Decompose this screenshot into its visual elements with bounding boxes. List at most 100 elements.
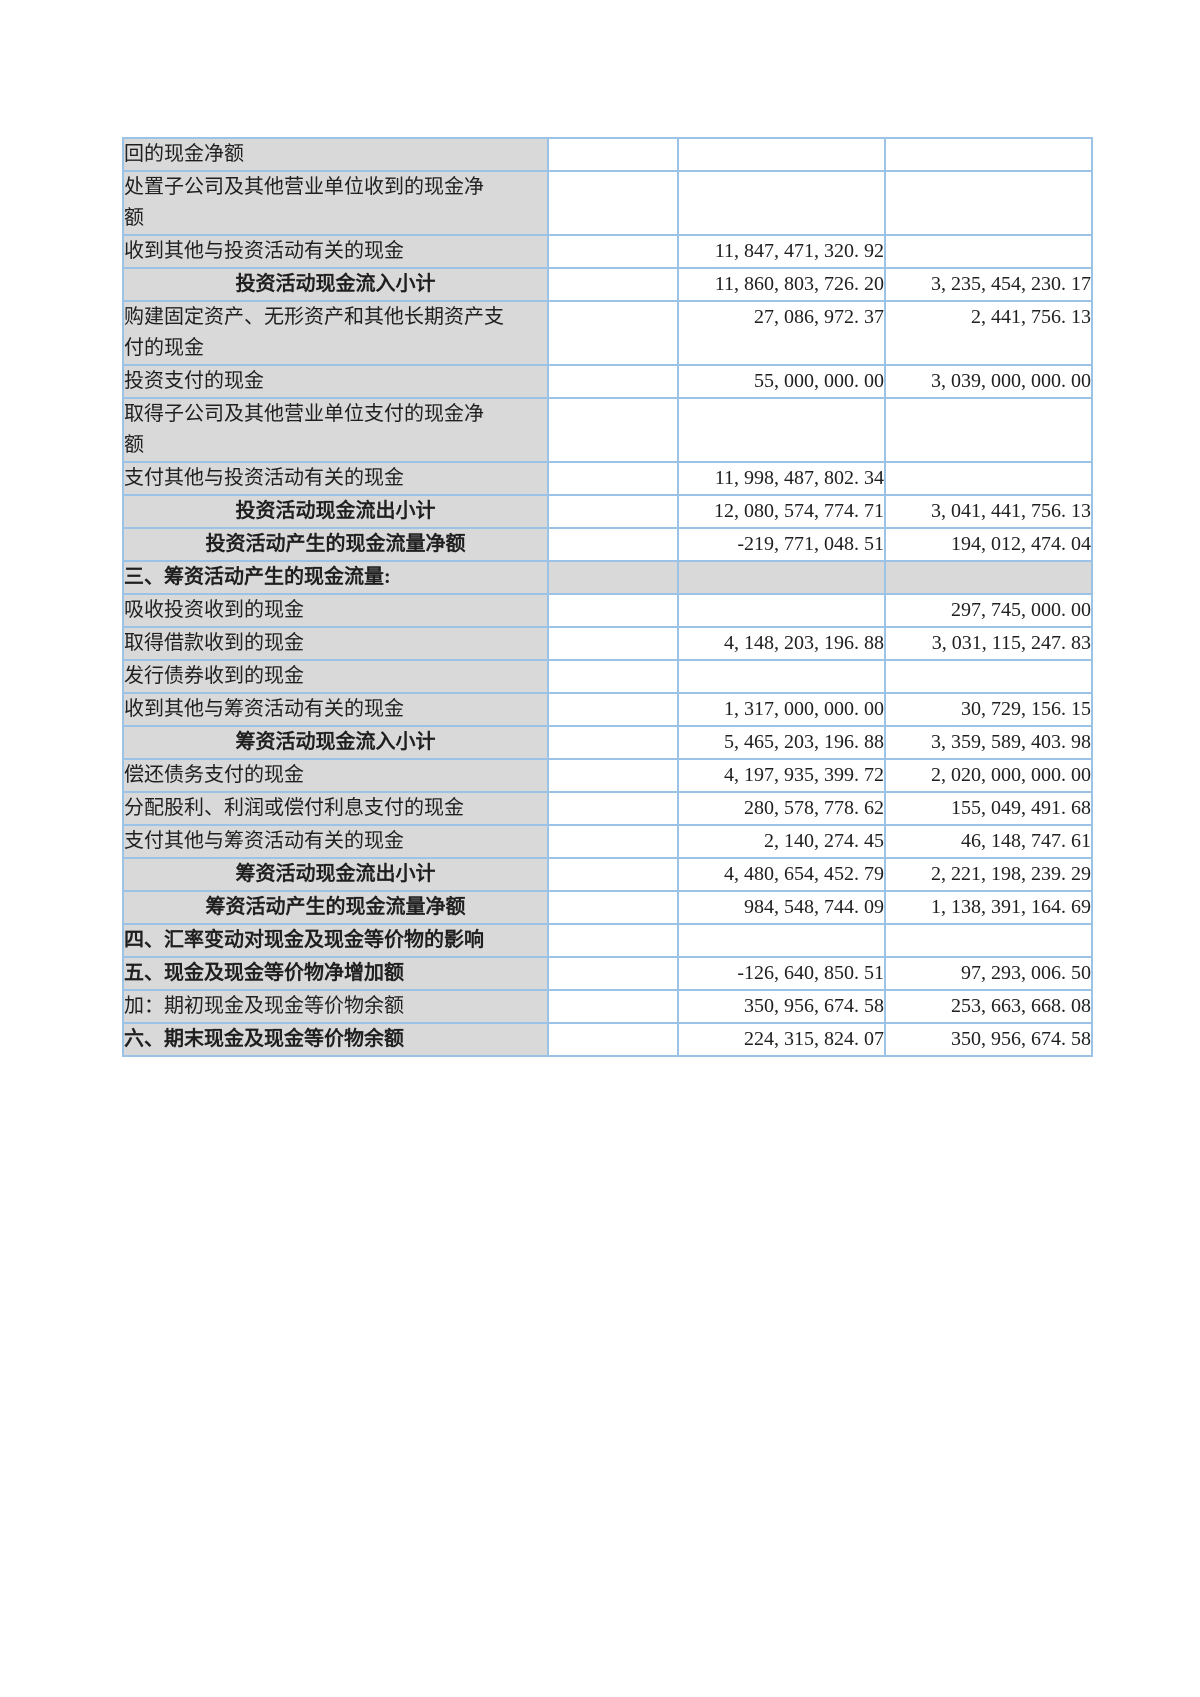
row-label-cell: 投资支付的现金 <box>122 364 549 399</box>
row-blank-cell <box>547 364 679 399</box>
row-label-cell: 购建固定资产、无形资产和其他长期资产支 付的现金 <box>122 300 549 366</box>
prior-period-amount-cell: 3, 031, 115, 247. 83 <box>884 626 1093 661</box>
table-row: 取得子公司及其他营业单位支付的现金净 额 <box>122 397 1093 463</box>
cash-flow-table-body: 回的现金净额 处置子公司及其他营业单位收到的现金净 额 收到其他与投资活动有关的… <box>122 137 1093 1057</box>
row-blank-cell <box>547 791 679 826</box>
prior-period-amount-cell <box>884 923 1093 958</box>
current-period-amount-cell: 4, 148, 203, 196. 88 <box>677 626 886 661</box>
current-period-amount-cell: 984, 548, 744. 09 <box>677 890 886 925</box>
row-label-cell: 五、现金及现金等价物净增加额 <box>122 956 549 991</box>
current-period-amount-cell <box>677 593 886 628</box>
current-period-amount-cell: 4, 480, 654, 452. 79 <box>677 857 886 892</box>
current-period-amount-cell: 224, 315, 824. 07 <box>677 1022 886 1057</box>
row-label-cell: 六、期末现金及现金等价物余额 <box>122 1022 549 1057</box>
row-label-cell: 支付其他与筹资活动有关的现金 <box>122 824 549 859</box>
row-blank-cell <box>547 659 679 694</box>
prior-period-amount-cell: 3, 359, 589, 403. 98 <box>884 725 1093 760</box>
table-row: 购建固定资产、无形资产和其他长期资产支 付的现金 27, 086, 972. 3… <box>122 300 1093 366</box>
row-blank-cell <box>547 137 679 172</box>
table-row: 筹资活动产生的现金流量净额 984, 548, 744. 09 1, 138, … <box>122 890 1093 925</box>
current-period-amount-cell: 27, 086, 972. 37 <box>677 300 886 366</box>
prior-period-amount-cell <box>884 397 1093 463</box>
current-period-amount-cell: -126, 640, 850. 51 <box>677 956 886 991</box>
prior-period-amount-cell: 194, 012, 474. 04 <box>884 527 1093 562</box>
current-period-amount-cell: 55, 000, 000. 00 <box>677 364 886 399</box>
table-row: 投资活动现金流入小计 11, 860, 803, 726. 20 3, 235,… <box>122 267 1093 302</box>
row-blank-cell <box>547 857 679 892</box>
table-row: 加：期初现金及现金等价物余额 350, 956, 674. 58 253, 66… <box>122 989 1093 1024</box>
table-row: 六、期末现金及现金等价物余额 224, 315, 824. 07 350, 95… <box>122 1022 1093 1057</box>
table-row: 处置子公司及其他营业单位收到的现金净 额 <box>122 170 1093 236</box>
row-label-cell: 投资活动现金流出小计 <box>122 494 549 529</box>
row-blank-cell <box>547 923 679 958</box>
table-row: 筹资活动现金流入小计 5, 465, 203, 196. 88 3, 359, … <box>122 725 1093 760</box>
current-period-amount-cell: 280, 578, 778. 62 <box>677 791 886 826</box>
current-period-amount-cell: 11, 998, 487, 802. 34 <box>677 461 886 496</box>
row-blank-cell <box>547 300 679 366</box>
prior-period-amount-cell: 350, 956, 674. 58 <box>884 1022 1093 1057</box>
current-period-amount-cell <box>677 170 886 236</box>
table-row: 四、汇率变动对现金及现金等价物的影响 <box>122 923 1093 958</box>
current-period-amount-cell <box>677 923 886 958</box>
current-period-amount-cell: -219, 771, 048. 51 <box>677 527 886 562</box>
current-period-amount-cell: 11, 847, 471, 320. 92 <box>677 234 886 269</box>
row-label-cell: 加：期初现金及现金等价物余额 <box>122 989 549 1024</box>
row-blank-cell <box>547 267 679 302</box>
row-blank-cell <box>547 989 679 1024</box>
row-label-cell: 收到其他与投资活动有关的现金 <box>122 234 549 269</box>
row-label-cell: 筹资活动产生的现金流量净额 <box>122 890 549 925</box>
row-label-cell: 支付其他与投资活动有关的现金 <box>122 461 549 496</box>
prior-period-amount-cell: 1, 138, 391, 164. 69 <box>884 890 1093 925</box>
row-label-cell: 回的现金净额 <box>122 137 549 172</box>
row-blank-cell <box>547 890 679 925</box>
row-blank-cell <box>547 170 679 236</box>
row-blank-cell <box>547 1022 679 1057</box>
row-label-cell: 偿还债务支付的现金 <box>122 758 549 793</box>
prior-period-amount-cell <box>884 170 1093 236</box>
cash-flow-table: 回的现金净额 处置子公司及其他营业单位收到的现金净 额 收到其他与投资活动有关的… <box>122 137 1093 1057</box>
row-label-cell: 处置子公司及其他营业单位收到的现金净 额 <box>122 170 549 236</box>
current-period-amount-cell: 5, 465, 203, 196. 88 <box>677 725 886 760</box>
current-period-amount-cell: 11, 860, 803, 726. 20 <box>677 267 886 302</box>
current-period-amount-cell: 350, 956, 674. 58 <box>677 989 886 1024</box>
row-blank-cell <box>547 956 679 991</box>
row-label-cell: 三、筹资活动产生的现金流量: <box>122 560 549 595</box>
prior-period-amount-cell <box>884 137 1093 172</box>
row-label-cell: 筹资活动现金流入小计 <box>122 725 549 760</box>
row-label-cell: 投资活动现金流入小计 <box>122 267 549 302</box>
row-label-cell: 收到其他与筹资活动有关的现金 <box>122 692 549 727</box>
row-label-cell: 吸收投资收到的现金 <box>122 593 549 628</box>
current-period-amount-cell: 2, 140, 274. 45 <box>677 824 886 859</box>
row-label-cell: 分配股利、利润或偿付利息支付的现金 <box>122 791 549 826</box>
row-blank-cell <box>547 758 679 793</box>
prior-period-amount-cell: 3, 041, 441, 756. 13 <box>884 494 1093 529</box>
current-period-amount-cell: 12, 080, 574, 774. 71 <box>677 494 886 529</box>
table-row: 收到其他与筹资活动有关的现金 1, 317, 000, 000. 00 30, … <box>122 692 1093 727</box>
table-row: 投资活动产生的现金流量净额 -219, 771, 048. 51 194, 01… <box>122 527 1093 562</box>
prior-period-amount-cell: 46, 148, 747. 61 <box>884 824 1093 859</box>
prior-period-amount-cell: 97, 293, 006. 50 <box>884 956 1093 991</box>
prior-period-amount-cell: 155, 049, 491. 68 <box>884 791 1093 826</box>
current-period-amount-cell: 1, 317, 000, 000. 00 <box>677 692 886 727</box>
current-period-amount-cell <box>677 397 886 463</box>
current-period-amount-cell <box>677 659 886 694</box>
table-row: 收到其他与投资活动有关的现金 11, 847, 471, 320. 92 <box>122 234 1093 269</box>
row-blank-cell <box>547 824 679 859</box>
table-row: 三、筹资活动产生的现金流量: <box>122 560 1093 595</box>
table-row: 吸收投资收到的现金 297, 745, 000. 00 <box>122 593 1093 628</box>
table-row: 支付其他与筹资活动有关的现金 2, 140, 274. 45 46, 148, … <box>122 824 1093 859</box>
prior-period-amount-cell: 2, 020, 000, 000. 00 <box>884 758 1093 793</box>
row-label-cell: 取得借款收到的现金 <box>122 626 549 661</box>
prior-period-amount-cell: 30, 729, 156. 15 <box>884 692 1093 727</box>
prior-period-amount-cell: 297, 745, 000. 00 <box>884 593 1093 628</box>
row-blank-cell <box>547 527 679 562</box>
row-blank-cell <box>547 725 679 760</box>
current-period-amount-cell <box>677 560 886 595</box>
row-blank-cell <box>547 560 679 595</box>
row-label-cell: 发行债券收到的现金 <box>122 659 549 694</box>
table-row: 投资活动现金流出小计 12, 080, 574, 774. 71 3, 041,… <box>122 494 1093 529</box>
row-blank-cell <box>547 234 679 269</box>
row-label-cell: 筹资活动现金流出小计 <box>122 857 549 892</box>
row-label-cell: 四、汇率变动对现金及现金等价物的影响 <box>122 923 549 958</box>
row-blank-cell <box>547 397 679 463</box>
